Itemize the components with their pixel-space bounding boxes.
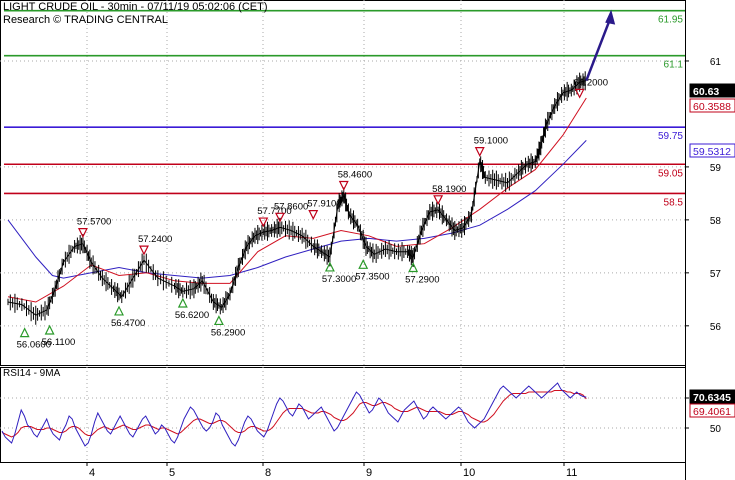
swing-high-marker — [474, 147, 485, 157]
x-tick-label: 10 — [463, 467, 475, 479]
swing-low-label: 57.3500 — [355, 271, 389, 282]
chart-subtitle: Research © TRADING CENTRAL — [3, 14, 168, 26]
x-tick-label: 9 — [366, 467, 372, 479]
swing-high-label: 57.7700 — [257, 206, 291, 217]
x-tick-label: 8 — [265, 467, 271, 479]
y-tick-label: 58 — [710, 216, 722, 227]
projection-arrow-head — [605, 9, 616, 25]
swing-high-marker — [338, 180, 349, 191]
swing-low-marker — [324, 261, 335, 272]
swing-low-marker — [19, 327, 30, 338]
swing-high-label: 57.2400 — [138, 234, 172, 245]
rsi-tag-current-box — [689, 389, 735, 404]
price-line — [7, 80, 587, 316]
swing-high-marker — [258, 217, 269, 228]
swing-high-label: 58.1900 — [432, 184, 466, 195]
price-tag-slow-box — [689, 143, 735, 158]
swing-high-label: 58.4600 — [338, 170, 372, 181]
ma-slow-line — [7, 140, 587, 279]
price-tag-fast-box — [689, 98, 735, 113]
x-tick-label: 11 — [566, 467, 577, 479]
price-tag-slow: 59.5312 — [693, 146, 731, 158]
swing-high-label: 57.8600 — [274, 201, 308, 212]
swing-high-marker — [308, 210, 319, 220]
x-tick-label: 4 — [89, 467, 95, 479]
level-label: 61.1 — [664, 60, 684, 71]
swing-high-label: 57.9100 — [307, 199, 341, 210]
price-tag-current-box — [689, 83, 735, 98]
level-label: 59.05 — [658, 168, 683, 179]
projection-arrow — [585, 18, 612, 82]
price-tag-current: 60.63 — [693, 86, 719, 98]
y-tick-label: 61 — [710, 57, 722, 68]
swing-high-label: 59.1000 — [474, 136, 508, 147]
swing-low-marker — [408, 262, 419, 273]
chart-title: LIGHT CRUDE OIL - 30min - 07/11/19 05:02… — [3, 1, 268, 13]
swing-low-marker — [177, 297, 188, 308]
rsi-ma-line — [1, 390, 587, 438]
rsi-panel-frame — [0, 367, 686, 463]
y-tick-label: 56 — [710, 322, 722, 333]
swing-low-label: 57.2900 — [405, 274, 439, 285]
level-label: 61.95 — [658, 15, 683, 26]
swing-high-marker — [433, 195, 444, 206]
rsi-y-tick-label: 50 — [710, 424, 722, 435]
swing-low-marker — [358, 258, 369, 269]
swing-low-label: 56.1100 — [42, 337, 76, 348]
swing-low-marker — [44, 324, 55, 335]
level-label: 59.75 — [658, 131, 683, 142]
y-tick-label: 57 — [710, 269, 722, 280]
x-tick-label: 5 — [169, 467, 175, 479]
swing-low-label: 57.3000 — [322, 274, 356, 285]
swing-low-marker — [213, 315, 224, 326]
swing-high-marker — [77, 228, 88, 238]
rsi-line — [1, 382, 587, 447]
swing-high-label: 57.5700 — [77, 217, 111, 228]
rsi-tag-current: 70.6345 — [693, 392, 731, 404]
y-tick-label: 59 — [710, 163, 722, 174]
swing-low-label: 56.0600 — [17, 340, 51, 351]
swing-low-label: 56.4700 — [111, 318, 145, 329]
swing-high-marker — [274, 212, 285, 223]
price-tag-fast: 60.3588 — [693, 101, 731, 113]
swing-low-marker — [114, 305, 124, 316]
swing-high-marker — [574, 88, 585, 99]
rsi-tag-fast-box — [689, 403, 735, 418]
ma-fast-line — [7, 97, 587, 303]
swing-low-label: 56.2900 — [211, 327, 245, 338]
rsi-tag-fast: 69.4061 — [693, 406, 731, 418]
swing-high-marker — [139, 245, 149, 256]
main-panel-frame — [0, 0, 686, 366]
swing-high-label: 60.2000 — [574, 77, 608, 88]
rsi-panel-title: RSI14 - 9MA — [3, 368, 61, 379]
swing-low-label: 56.6200 — [175, 310, 209, 321]
level-label: 58.5 — [664, 197, 684, 208]
